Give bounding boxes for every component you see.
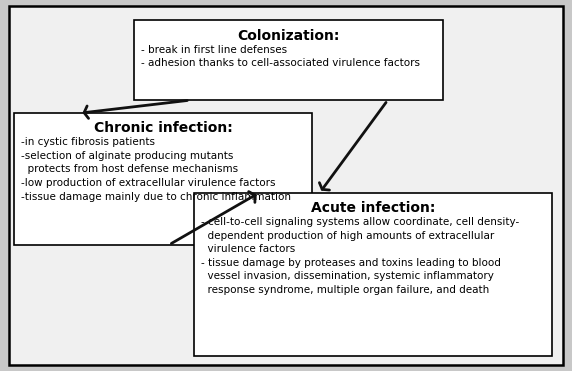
Text: - break in first line defenses
- adhesion thanks to cell-associated virulence fa: - break in first line defenses - adhesio… xyxy=(141,45,420,68)
Bar xyxy=(194,193,552,356)
Text: -in cystic fibrosis patients
-selection of alginate producing mutants
  protects: -in cystic fibrosis patients -selection … xyxy=(21,137,291,202)
Text: Acute infection:: Acute infection: xyxy=(311,201,435,215)
Text: - cell-to-cell signaling systems allow coordinate, cell density-
  dependent pro: - cell-to-cell signaling systems allow c… xyxy=(201,217,519,295)
Bar xyxy=(134,20,443,100)
Text: Chronic infection:: Chronic infection: xyxy=(94,121,232,135)
Text: Colonization:: Colonization: xyxy=(238,29,340,43)
Bar xyxy=(14,113,312,245)
